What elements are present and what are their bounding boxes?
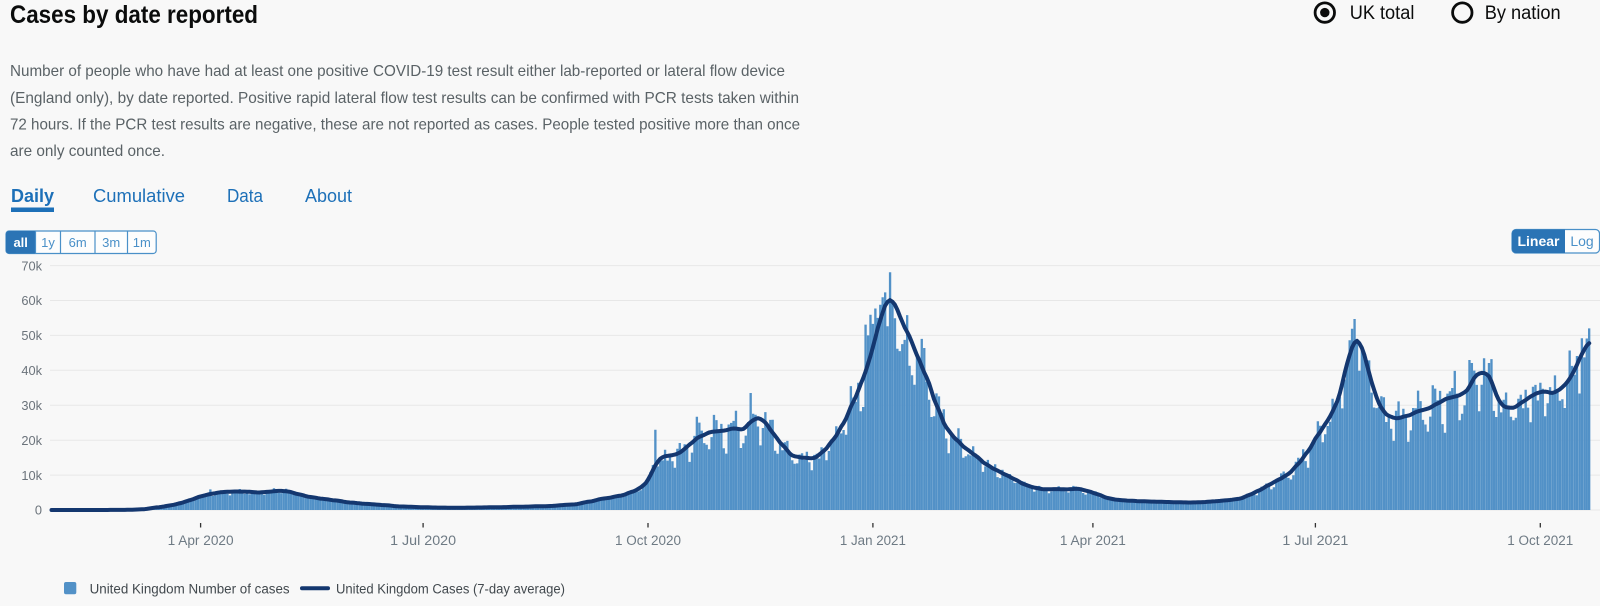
svg-text:Linear: Linear: [1517, 233, 1560, 249]
svg-text:72 hours. If the PCR test resu: 72 hours. If the PCR test results are ne…: [10, 116, 800, 133]
svg-text:20k: 20k: [21, 433, 42, 448]
svg-text:1m: 1m: [133, 235, 151, 250]
svg-text:1y: 1y: [41, 235, 55, 250]
svg-text:(England only), by date report: (England only), by date reported. Positi…: [10, 90, 799, 107]
svg-text:1 Apr 2020: 1 Apr 2020: [168, 533, 234, 548]
svg-text:1 Jan 2021: 1 Jan 2021: [840, 533, 906, 548]
svg-text:1 Jul 2020: 1 Jul 2020: [390, 533, 456, 548]
svg-text:Log: Log: [1570, 233, 1593, 249]
svg-text:1 Jul 2021: 1 Jul 2021: [1282, 533, 1348, 548]
svg-text:all: all: [13, 235, 27, 250]
svg-text:0: 0: [35, 503, 42, 518]
svg-text:1 Oct 2020: 1 Oct 2020: [615, 533, 681, 548]
svg-text:30k: 30k: [21, 398, 42, 413]
svg-text:About: About: [305, 185, 352, 206]
svg-text:By nation: By nation: [1485, 3, 1561, 24]
svg-text:Cumulative: Cumulative: [93, 185, 185, 206]
svg-text:3m: 3m: [102, 235, 120, 250]
svg-text:60k: 60k: [21, 293, 42, 308]
svg-text:1 Oct 2021: 1 Oct 2021: [1507, 533, 1573, 548]
svg-text:70k: 70k: [21, 258, 42, 273]
svg-text:10k: 10k: [21, 468, 42, 483]
svg-text:Daily: Daily: [11, 185, 55, 206]
svg-text:40k: 40k: [21, 363, 42, 378]
svg-text:1 Apr 2021: 1 Apr 2021: [1060, 533, 1126, 548]
svg-text:United Kingdom Cases (7-day av: United Kingdom Cases (7-day average): [336, 582, 565, 597]
svg-text:United Kingdom Number of cases: United Kingdom Number of cases: [90, 582, 290, 597]
svg-text:50k: 50k: [21, 328, 42, 343]
svg-text:Number of people who have had: Number of people who have had at least o…: [10, 63, 785, 80]
svg-text:UK total: UK total: [1350, 3, 1415, 24]
svg-text:are only counted once.: are only counted once.: [10, 143, 165, 160]
svg-text:Data: Data: [227, 185, 264, 206]
svg-text:Cases by date reported: Cases by date reported: [10, 1, 258, 29]
svg-text:6m: 6m: [69, 235, 87, 250]
